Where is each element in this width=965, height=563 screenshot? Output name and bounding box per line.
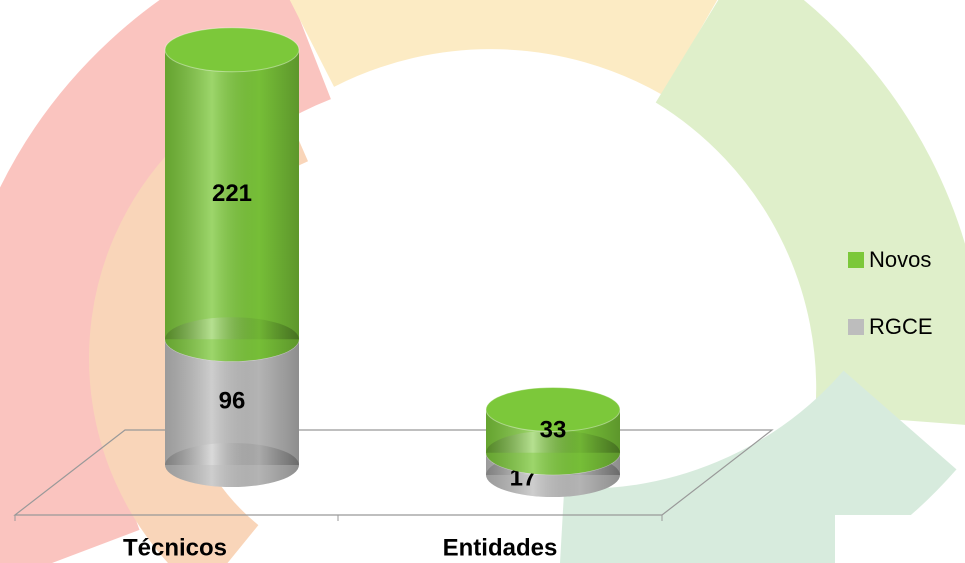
legend-label: Novos xyxy=(869,247,931,272)
category-ticks xyxy=(14,515,663,521)
x-tick-label: Entidades xyxy=(443,534,558,561)
legend-swatch xyxy=(848,319,864,335)
x-tick-label: Técnicos xyxy=(123,534,227,561)
corner-patch xyxy=(835,515,965,563)
data-label: 96 xyxy=(219,387,246,414)
cylinder-top xyxy=(485,387,621,432)
floor xyxy=(13,429,774,516)
legend-swatch xyxy=(848,252,864,268)
cylinder-shade xyxy=(165,49,299,340)
legend-label: RGCE xyxy=(869,314,933,339)
cylinder-top xyxy=(164,27,300,73)
data-label: 33 xyxy=(540,416,567,443)
data-label: 221 xyxy=(212,180,252,207)
